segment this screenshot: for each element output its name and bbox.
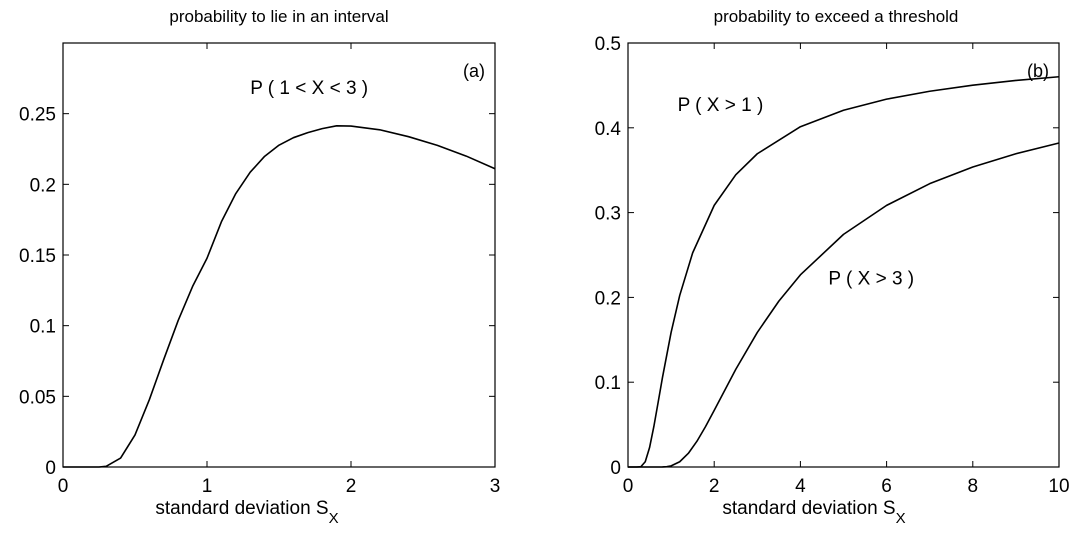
panel-a-x-tick-label: 0 bbox=[58, 476, 69, 497]
panel-b-y-ticks: 0 0.1 0.2 0.3 0.4 0.5 bbox=[595, 34, 1059, 479]
panel-a-y-tick-label: 0.1 bbox=[30, 317, 56, 338]
panel-b-curves: P ( X > 1 ) P ( X > 3 ) bbox=[628, 75, 1060, 468]
panel-a: probability to lie in an interval 00.050… bbox=[19, 7, 500, 527]
panel-a-title: probability to lie in an interval bbox=[169, 7, 388, 26]
panel-b-y-tick-label: 0 bbox=[610, 458, 621, 479]
panel-b-x-tick-label: 6 bbox=[881, 476, 892, 497]
panel-b-series-p-x-1 bbox=[628, 75, 1060, 468]
panel-a-x-tick-label: 1 bbox=[202, 476, 213, 497]
panel-b-y-tick-label: 0.3 bbox=[595, 204, 621, 225]
panel-b-x-tick-label: 2 bbox=[709, 476, 720, 497]
panel-b-x-axis-label: standard deviation SX bbox=[722, 498, 905, 527]
panel-a-x-tick-label: 2 bbox=[346, 476, 357, 497]
panel-a-x-axis-label: standard deviation SX bbox=[155, 498, 338, 527]
panel-b-series-p-x-3 bbox=[628, 142, 1060, 468]
panel-b-x-ticks: 0 2 4 6 8 10 bbox=[623, 43, 1070, 497]
panel-a-y-tick-label: 0.05 bbox=[19, 387, 56, 408]
panel-a-y-ticks: 0 0.05 0.1 0.15 0.2 0.25 bbox=[19, 105, 495, 479]
panel-b-annotation: P ( X > 3 ) bbox=[828, 269, 914, 290]
panel-a-x-ticks: 0 1 2 3 bbox=[58, 43, 501, 497]
panel-b-label: (b) bbox=[1027, 61, 1049, 81]
panel-a-y-tick-label: 0.2 bbox=[30, 175, 56, 196]
panel-b-x-tick-label: 10 bbox=[1048, 476, 1069, 497]
panel-b-title: probability to exceed a threshold bbox=[714, 7, 959, 26]
panel-b-y-tick-label: 0.2 bbox=[595, 288, 621, 309]
panel-a-x-tick-label: 3 bbox=[490, 476, 501, 497]
panel-b-axes-box bbox=[627, 42, 1060, 468]
panel-b-annotation: P ( X > 1 ) bbox=[678, 95, 764, 116]
panel-b-x-tick-label: 0 bbox=[623, 476, 634, 497]
panel-b-x-tick-label: 8 bbox=[968, 476, 979, 497]
panel-b-x-tick-label: 4 bbox=[795, 476, 806, 497]
panel-b-y-tick-label: 0.4 bbox=[595, 119, 622, 140]
panel-a-series-p-1-x-3 bbox=[63, 125, 496, 468]
panel-a-label: (a) bbox=[463, 61, 485, 81]
panel-a-curves: P ( 1 < X < 3 ) bbox=[63, 78, 496, 468]
panel-b-y-tick-label: 0.5 bbox=[595, 34, 621, 55]
panel-b-y-tick-label: 0.1 bbox=[595, 373, 621, 394]
panel-a-axes-box bbox=[62, 42, 496, 468]
panel-a-y-tick-label: 0.25 bbox=[19, 105, 56, 126]
panel-b: probability to exceed a threshold 0 0.1 0.… bbox=[595, 7, 1070, 527]
panel-a-y-tick-label: 0.15 bbox=[19, 246, 56, 267]
panel-a-annotation: P ( 1 < X < 3 ) bbox=[250, 78, 368, 99]
panel-a-y-tick-label: 0 bbox=[45, 458, 56, 479]
